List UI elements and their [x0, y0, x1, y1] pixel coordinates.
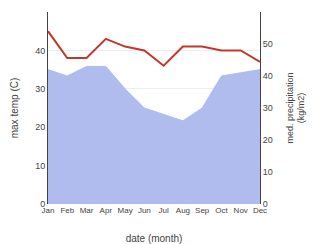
svg-text:40: 40 — [263, 71, 273, 81]
svg-text:0: 0 — [263, 199, 268, 209]
svg-text:Dec: Dec — [253, 206, 267, 215]
svg-text:Jan: Jan — [42, 206, 55, 215]
svg-text:20: 20 — [35, 122, 45, 132]
svg-text:Mar: Mar — [80, 206, 94, 215]
svg-text:May: May — [118, 206, 133, 215]
svg-text:0: 0 — [40, 199, 45, 209]
svg-text:50: 50 — [263, 39, 273, 49]
svg-text:Sep: Sep — [195, 206, 210, 215]
svg-text:date (month): date (month) — [126, 233, 183, 244]
svg-text:Nov: Nov — [234, 206, 248, 215]
svg-text:Feb: Feb — [60, 206, 74, 215]
svg-text:Apr: Apr — [100, 206, 113, 215]
svg-text:20: 20 — [263, 135, 273, 145]
svg-text:30: 30 — [263, 103, 273, 113]
svg-text:med. precipitation(kg/m2): med. precipitation(kg/m2) — [285, 72, 307, 143]
svg-text:40: 40 — [35, 46, 45, 56]
svg-text:max temp (C): max temp (C) — [9, 78, 20, 139]
svg-text:Aug: Aug — [176, 206, 190, 215]
svg-text:Jul: Jul — [159, 206, 169, 215]
svg-text:10: 10 — [263, 167, 273, 177]
svg-text:10: 10 — [35, 161, 45, 171]
svg-text:Jun: Jun — [138, 206, 151, 215]
svg-text:Oct: Oct — [215, 206, 228, 215]
svg-text:30: 30 — [35, 84, 45, 94]
